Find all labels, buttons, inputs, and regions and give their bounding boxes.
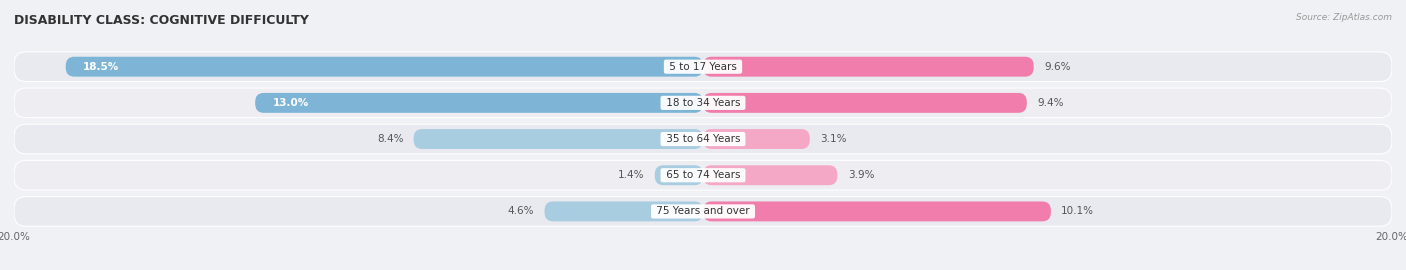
- Text: 3.1%: 3.1%: [820, 134, 846, 144]
- Text: 10.1%: 10.1%: [1062, 206, 1094, 217]
- FancyBboxPatch shape: [256, 93, 703, 113]
- FancyBboxPatch shape: [14, 52, 1392, 82]
- FancyBboxPatch shape: [703, 129, 810, 149]
- Text: 18 to 34 Years: 18 to 34 Years: [662, 98, 744, 108]
- Text: 1.4%: 1.4%: [619, 170, 644, 180]
- FancyBboxPatch shape: [14, 88, 1392, 118]
- FancyBboxPatch shape: [14, 124, 1392, 154]
- FancyBboxPatch shape: [413, 129, 703, 149]
- Text: 75 Years and over: 75 Years and over: [652, 206, 754, 217]
- FancyBboxPatch shape: [66, 57, 703, 77]
- FancyBboxPatch shape: [703, 57, 1033, 77]
- FancyBboxPatch shape: [14, 160, 1392, 190]
- Text: 9.6%: 9.6%: [1045, 62, 1070, 72]
- Text: 5 to 17 Years: 5 to 17 Years: [666, 62, 740, 72]
- Text: 4.6%: 4.6%: [508, 206, 534, 217]
- FancyBboxPatch shape: [14, 197, 1392, 226]
- FancyBboxPatch shape: [703, 165, 838, 185]
- Legend: Male, Female: Male, Female: [644, 268, 762, 270]
- Text: 3.9%: 3.9%: [848, 170, 875, 180]
- Text: 18.5%: 18.5%: [83, 62, 120, 72]
- Text: DISABILITY CLASS: COGNITIVE DIFFICULTY: DISABILITY CLASS: COGNITIVE DIFFICULTY: [14, 14, 309, 26]
- Text: Source: ZipAtlas.com: Source: ZipAtlas.com: [1296, 14, 1392, 22]
- FancyBboxPatch shape: [544, 201, 703, 221]
- Text: 13.0%: 13.0%: [273, 98, 309, 108]
- Text: 35 to 64 Years: 35 to 64 Years: [662, 134, 744, 144]
- FancyBboxPatch shape: [703, 93, 1026, 113]
- FancyBboxPatch shape: [655, 165, 703, 185]
- Text: 65 to 74 Years: 65 to 74 Years: [662, 170, 744, 180]
- Text: 8.4%: 8.4%: [377, 134, 404, 144]
- Text: 9.4%: 9.4%: [1038, 98, 1063, 108]
- FancyBboxPatch shape: [703, 201, 1050, 221]
